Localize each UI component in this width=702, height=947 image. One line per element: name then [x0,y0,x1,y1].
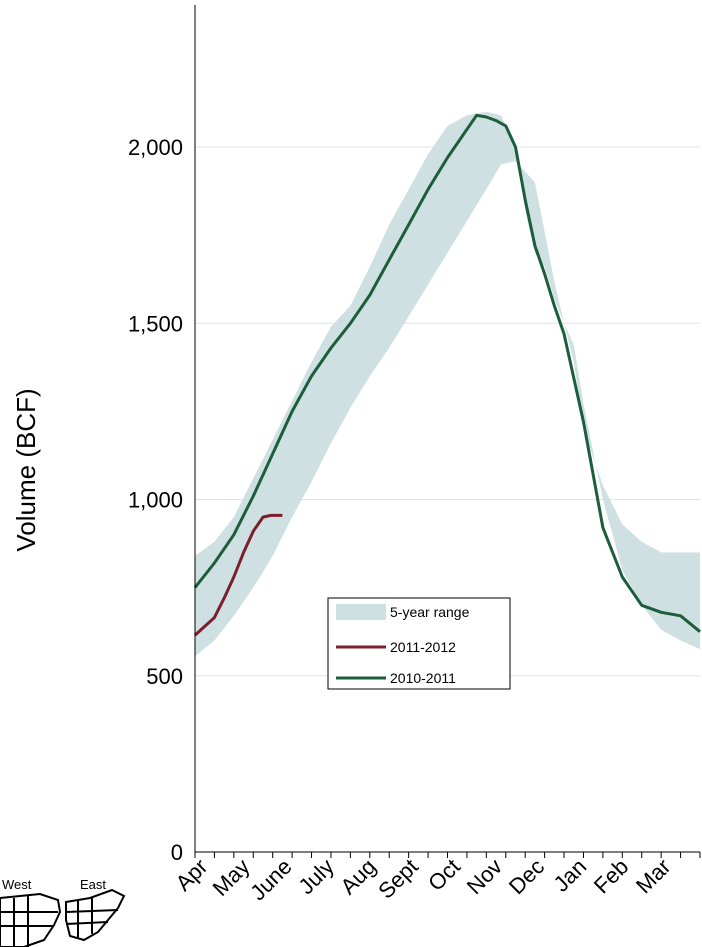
axes: 05001,0001,5002,000AprMayJuneJulyAugSept… [128,5,700,905]
month-label: May [208,854,255,901]
month-label: Nov [462,854,507,899]
legend-label-range: 5-year range [390,604,470,620]
range-band-area [195,112,700,657]
y-axis-title: Volume (BCF) [11,388,41,551]
legend-label-2011-2012: 2011-2012 [390,639,456,655]
month-label: Feb [589,854,633,898]
map-label-east: East [80,877,106,892]
legend-label-2010-2011: 2010-2011 [390,670,456,686]
y-tick-label: 0 [171,840,183,865]
y-tick-label: 500 [146,664,183,689]
month-label: Aug [336,854,381,899]
five-year-range-band [195,112,700,657]
us-map-icon [0,890,124,947]
legend-swatch-range [336,604,386,620]
y-tick-label: 1,000 [128,488,183,513]
y-tick-label: 2,000 [128,135,183,160]
month-label: Sept [373,854,423,904]
legend: 5-year range 2011-2012 2010-2011 [328,598,510,689]
month-label: Jan [549,854,592,897]
month-label: Dec [504,854,549,899]
month-label: June [245,854,296,905]
month-label: July [293,854,338,899]
map-label-west: West [2,877,32,892]
month-label: Oct [423,854,465,896]
y-tick-label: 1,500 [128,311,183,336]
month-label: Mar [631,854,675,898]
region-map-inset: West East [0,877,124,947]
